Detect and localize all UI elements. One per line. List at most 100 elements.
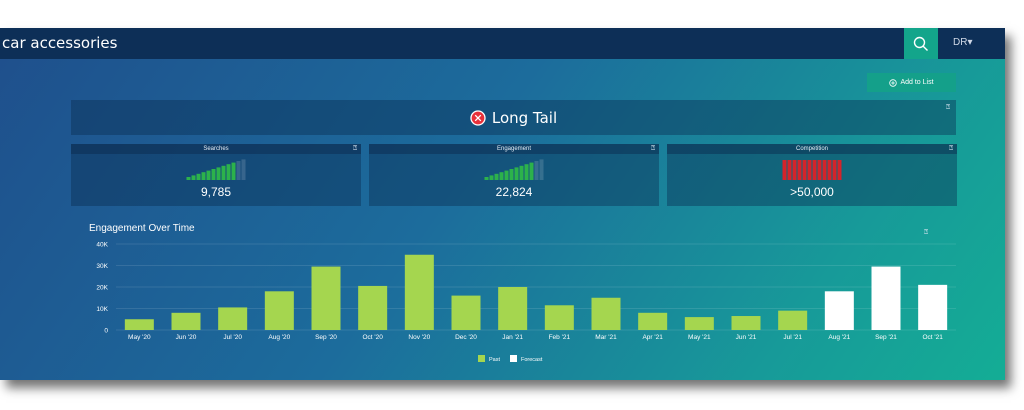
x-tick-label: Aug '20 [268,334,290,341]
help-icon[interactable]: ⍰ [353,145,358,152]
level-bar [524,164,529,180]
competition-level-bars [782,160,842,180]
help-icon[interactable]: ⍰ [949,145,954,152]
help-icon[interactable]: ⍰ [651,145,656,152]
level-bar [514,167,519,180]
search-icon [913,36,928,51]
past-bar[interactable] [358,285,388,330]
past-bar[interactable] [591,297,621,330]
help-icon[interactable]: ⍰ [946,104,951,111]
level-bar [802,160,807,180]
level-bar [201,172,206,180]
x-circle-icon [470,109,486,126]
page-title: car accessories [2,34,118,52]
level-bar [534,161,539,180]
level-bar [519,165,524,180]
x-tick-label: Jul '20 [223,334,242,341]
legend-swatch-past [478,355,485,362]
x-tick-label: Aug '21 [828,334,850,341]
level-bar [226,164,231,180]
engagement-card: Engagement ⍰ 22,824 [369,144,659,206]
level-bar [206,170,211,180]
x-tick-label: Oct '21 [922,334,943,341]
x-tick-label: Apr '21 [642,334,663,341]
metric-label: Competition [667,144,957,154]
forecast-bar[interactable] [871,266,901,330]
past-bar[interactable] [544,305,574,330]
help-icon[interactable]: ⍰ [924,229,929,236]
level-bar [797,160,802,180]
chart-title: Engagement Over Time [89,223,195,234]
x-tick-label: Mar '21 [595,334,617,341]
keyword-type-panel: Long Tail ⍰ [71,100,956,135]
metric-label: Searches [71,144,361,154]
level-bar [539,159,544,180]
legend-label: Past [489,357,500,363]
level-bar [832,160,837,180]
app-window: car accessories DR▾ Add to List Long Tai… [0,28,1005,380]
add-to-list-button[interactable]: Add to List [867,73,956,92]
engagement-level-bars [484,159,544,180]
metric-value: 9,785 [200,185,232,199]
past-bar[interactable] [451,295,481,330]
search-button[interactable] [904,28,938,59]
competition-card: Competition ⍰ >50,000 [667,144,957,206]
level-bar [196,173,201,180]
level-bar [504,170,509,180]
x-tick-label: Sep '21 [875,334,897,341]
past-bar[interactable] [684,317,714,330]
y-tick-label: 10K [96,306,108,313]
x-tick-label: Nov '20 [408,334,430,341]
top-bar: car accessories DR▾ [0,28,1005,59]
past-bar[interactable] [731,316,761,330]
x-tick-label: Sep '20 [315,334,337,341]
searches-level-bars [186,159,246,180]
x-tick-label: Jan '21 [502,334,523,341]
x-tick-label: Jun '21 [736,334,757,341]
level-bar [186,177,191,180]
past-bar[interactable] [218,307,248,330]
metric-value: 22,824 [495,185,533,199]
level-bar [211,169,216,180]
past-bar[interactable] [778,310,808,330]
x-tick-label: May '21 [688,334,711,341]
legend-label: Forecast [521,357,543,363]
level-bar [499,172,504,180]
forecast-bar[interactable] [918,284,948,330]
metric-value: >50,000 [790,185,834,199]
metric-label: Engagement [369,144,659,154]
level-bar [529,162,534,180]
y-tick-label: 40K [96,242,108,249]
level-bar [837,160,842,180]
level-bar [236,161,241,180]
level-bar [812,160,817,180]
past-bar[interactable] [638,312,668,330]
past-bar[interactable] [498,287,528,330]
past-bar[interactable] [124,319,154,330]
user-menu[interactable]: DR▾ [953,37,973,48]
past-bar[interactable] [171,312,201,330]
level-bar [509,169,514,180]
level-bar [827,160,832,180]
x-tick-label: Jun '20 [176,334,197,341]
keyword-type-label: Long Tail [491,108,558,127]
level-bar [489,175,494,180]
level-bar [231,162,236,180]
past-bar[interactable] [311,266,341,330]
level-bar [822,160,827,180]
y-tick-label: 0 [104,328,108,335]
past-bar[interactable] [264,291,294,330]
level-bar [494,173,499,180]
level-bar [787,160,792,180]
add-to-list-label: Add to List [900,79,934,86]
level-bar [216,167,221,180]
level-bar [484,177,489,180]
forecast-bar[interactable] [824,291,854,330]
level-bar [241,159,246,180]
past-bar[interactable] [404,254,434,330]
y-tick-label: 30K [96,263,108,270]
x-tick-label: Jul '21 [783,334,802,341]
plus-circle-icon [889,78,898,87]
searches-card: Searches ⍰ 9,785 [71,144,361,206]
level-bar [782,160,787,180]
